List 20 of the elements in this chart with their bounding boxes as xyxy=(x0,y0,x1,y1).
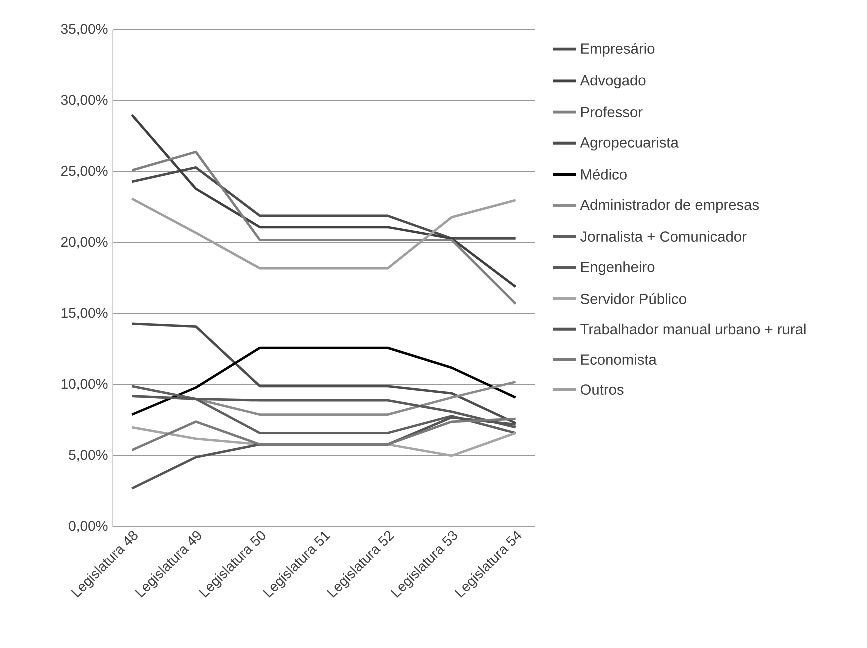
legend-label: Outros xyxy=(580,384,624,395)
legend-label: Jornalista + Comunicador xyxy=(580,231,747,242)
y-tick-label: 35,00% xyxy=(61,24,108,36)
legend-label: Trabalhador manual urbano + rural xyxy=(580,324,806,335)
legend-label: Agropecuarista xyxy=(580,137,679,151)
legend-label: Empresário xyxy=(582,43,655,57)
y-tick-label: 5,00% xyxy=(69,450,108,462)
y-tick-label: 30,00% xyxy=(61,95,108,107)
y-tick-label: 20,00% xyxy=(62,237,108,249)
legend-label: Economista xyxy=(582,354,657,366)
y-tick-label: 0,00% xyxy=(69,521,108,533)
legend-label: Médico xyxy=(582,168,627,180)
legend-label: Servidor Público xyxy=(580,293,686,304)
y-tick-label: 25,00% xyxy=(62,166,108,178)
y-tick-label: 10,00% xyxy=(62,379,108,391)
y-tick-label: 15,00% xyxy=(62,308,108,320)
legend-label: Advogado xyxy=(580,74,646,89)
legend-label: Professor xyxy=(582,106,643,118)
legend-label: Administrador de empresas xyxy=(580,199,760,214)
legend-label: Engenheiro xyxy=(582,262,655,276)
